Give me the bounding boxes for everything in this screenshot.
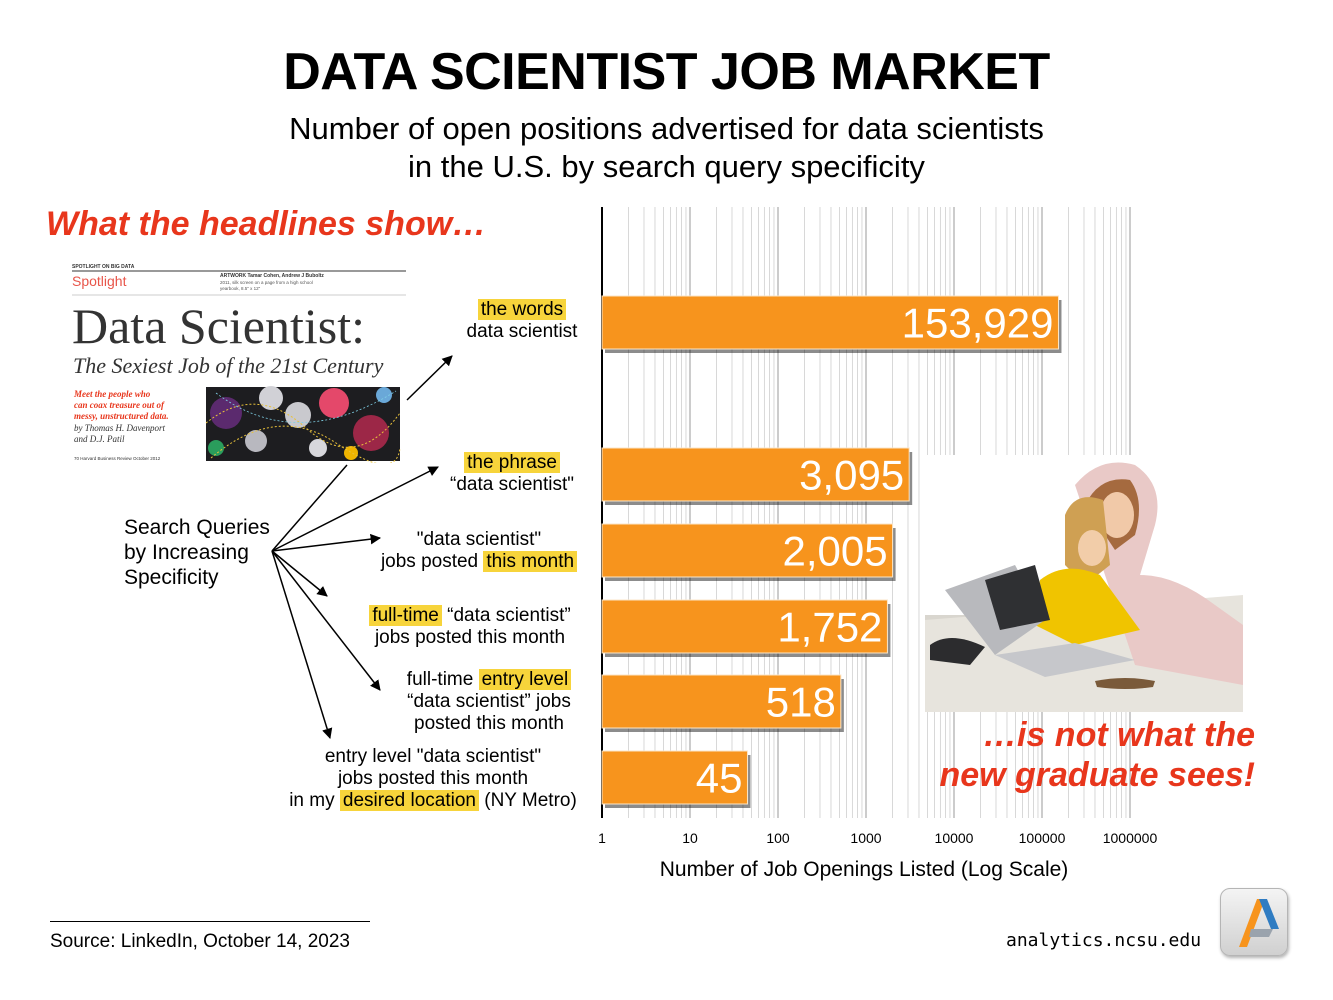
arrow-to-month [271, 533, 382, 552]
magazine-byline-1: by Thomas H. Davenport [74, 423, 165, 433]
not-what-line-1: …is not what the [983, 716, 1255, 754]
x-tick-label: 1000000 [1103, 830, 1158, 846]
not-what-caption: …is not what the new graduate sees! [870, 715, 1255, 795]
magazine-spotlight-on: SPOTLIGHT ON BIG DATA [72, 264, 135, 270]
highlight: full-time [369, 605, 442, 626]
search-queries-label: Search Queries by Increasing Specificity [124, 515, 270, 590]
connector-magazine [271, 464, 348, 552]
source-divider [50, 921, 370, 922]
students-with-laptops-photo [925, 455, 1243, 712]
x-tick-label: 100000 [1019, 830, 1066, 846]
query-label-phrase: the phrase “data scientist" [450, 452, 574, 495]
magazine-teaser-2: can coax treasure out of [74, 400, 165, 410]
bar [601, 523, 894, 578]
x-tick-label: 100 [766, 830, 790, 846]
magazine-subhead: The Sexiest Job of the 21st Century [73, 353, 384, 378]
bar [601, 447, 910, 502]
magazine-teaser-3: messy, unstructured data. [74, 411, 169, 421]
page-title: DATA SCIENTIST JOB MARKET [283, 43, 1050, 101]
x-axis-label: Number of Job Openings Listed (Log Scale… [660, 858, 1069, 881]
x-tick-label: 1 [598, 830, 606, 846]
arrow-to-phrase [271, 466, 439, 552]
bar [601, 295, 1059, 350]
magazine-artwork-line-3: yearbook, 8.5" x 12" [220, 286, 261, 291]
highlight: entry level [478, 669, 572, 690]
magazine-teaser-1: Meet the people who [73, 389, 151, 399]
search-queries-line-1: Search Queries [124, 516, 270, 539]
x-tick-labels: 1 10 100 1000 10000 100000 1000000 [598, 830, 1157, 846]
bar [601, 750, 748, 805]
not-what-line-2: new graduate sees! [939, 756, 1255, 794]
magazine-artwork-line-1: ARTWORK Tamar Cohen, Andrew J Buboltz [220, 273, 324, 279]
subtitle-line-1: Number of open positions advertised for … [289, 111, 1044, 146]
query-label-words: the words data scientist [466, 299, 578, 342]
bar-value-label: 153,929 [902, 300, 1054, 347]
bar [601, 599, 888, 654]
magazine-byline-2: and D.J. Patil [74, 434, 125, 444]
hbr-magazine-clipping: SPOTLIGHT ON BIG DATA Spotlight ARTWORK … [66, 263, 406, 463]
bar [601, 674, 842, 729]
magazine-artwork-line-2: 2011, silk screen on a page from a high … [220, 280, 313, 285]
search-queries-line-3: Specificity [124, 566, 219, 589]
subtitle-line-2: in the U.S. by search query specificity [408, 149, 925, 184]
highlight: the words [477, 299, 567, 320]
x-tick-label: 10000 [935, 830, 974, 846]
x-tick-label: 1000 [850, 830, 881, 846]
bar-value-label: 45 [696, 755, 743, 802]
bar-value-label: 518 [766, 679, 836, 726]
bar-value-label: 1,752 [777, 604, 882, 651]
magazine-artwork [205, 386, 401, 463]
bar-value-label: 2,005 [782, 528, 887, 575]
query-label-this-month: "data scientist" jobs posted this month [360, 529, 598, 573]
arrow-to-fulltime [271, 550, 328, 597]
query-label-location: entry level "data scientist" jobs posted… [289, 746, 577, 811]
search-queries-line-2: by Increasing [124, 541, 249, 564]
highlight: desired location [339, 790, 479, 811]
query-label-full-time: full-time “data scientist” jobs posted t… [340, 605, 600, 649]
x-tick-label: 10 [682, 830, 698, 846]
magazine-footer: 70 Harvard Business Review October 2012 [74, 456, 161, 461]
bar-value-label: 3,095 [799, 452, 904, 499]
query-label-entry-level: full-time entry level “data scientist” j… [406, 669, 572, 734]
bars-group: 153,929 3,095 2,005 1,752 518 45 [601, 295, 1062, 808]
headline-caption: What the headlines show… [46, 205, 487, 243]
arrow-to-entry [271, 550, 381, 691]
magazine-headline: Data Scientist: [72, 298, 365, 354]
site-url: analytics.ncsu.edu [1006, 930, 1202, 951]
highlight: this month [483, 551, 578, 572]
arrow-to-words [406, 355, 453, 401]
source-note: Source: LinkedIn, October 14, 2023 [50, 931, 350, 952]
ncsu-analytics-logo-icon [1220, 888, 1288, 956]
arrow-to-location [271, 550, 333, 740]
highlight: the phrase [464, 452, 560, 473]
magazine-spotlight: Spotlight [72, 273, 127, 289]
page-subtitle: Number of open positions advertised for … [0, 110, 1333, 186]
